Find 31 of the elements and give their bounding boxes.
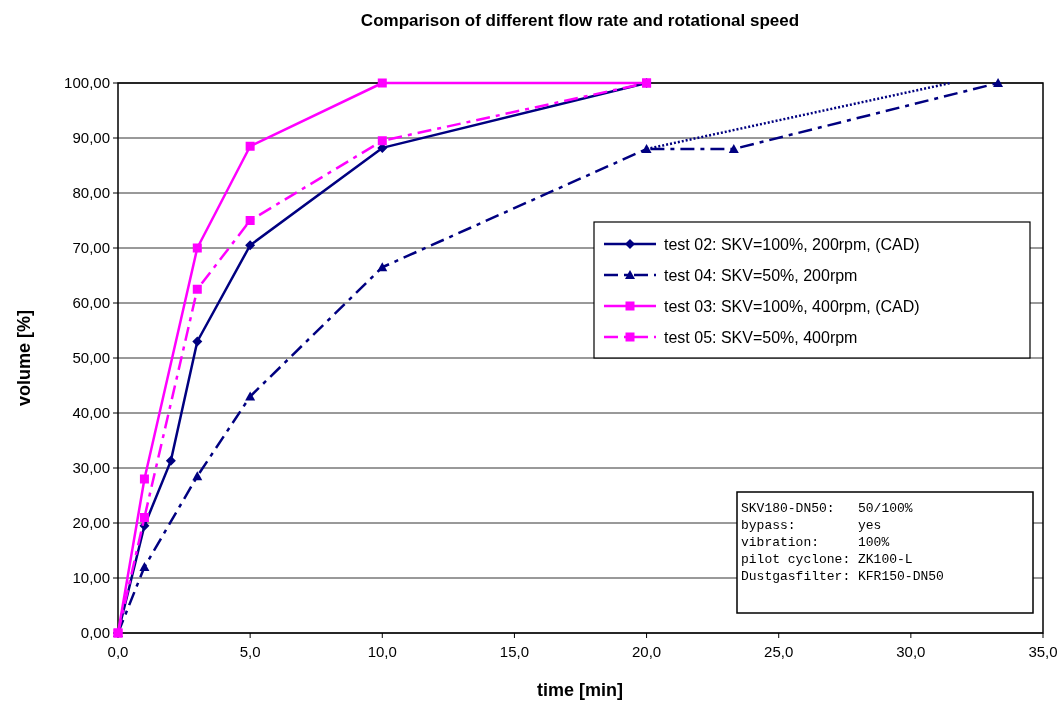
y-tick-label: 40,00 — [72, 404, 110, 422]
y-tick-label: 80,00 — [72, 184, 110, 202]
annotation: vibration: 100% — [741, 534, 890, 550]
annotation: bypass: yes — [741, 517, 882, 533]
y-tick-label: 10,00 — [72, 569, 110, 587]
x-tick-label: 30,0 — [896, 643, 926, 660]
annotation: SKV180-DN50: 50/100% — [741, 500, 913, 516]
y-tick-label: 100,00 — [64, 74, 110, 92]
x-axis-title: time [min] — [536, 680, 624, 700]
y-tick-label: 90,00 — [72, 129, 110, 147]
y-tick-label: 70,00 — [72, 239, 110, 257]
y-tick-label: 60,00 — [72, 294, 110, 312]
annotation: Dustgasfilter: KFR150-DN50 — [741, 568, 944, 584]
x-tick-label: 25,0 — [764, 643, 794, 660]
x-tick-label: 5,0 — [239, 643, 261, 660]
x-tick-label: 20,0 — [631, 643, 662, 660]
y-tick-label: 30,00 — [72, 459, 110, 477]
y-tick-label: 50,00 — [72, 349, 110, 367]
legend-label: test 02: SKV=100%, 200rpm, (CAD) — [664, 235, 920, 253]
y-tick-label: 20,00 — [72, 514, 110, 532]
x-tick-label: 0,0 — [107, 643, 129, 660]
x-tick-label: 10,0 — [367, 643, 397, 660]
legend-label: test 03: SKV=100%, 400rpm, (CAD) — [664, 297, 920, 315]
annotation: pilot cyclone: ZK100-L — [741, 551, 913, 567]
y-axis-title: volume [%] — [14, 309, 34, 407]
x-tick-label: 15,0 — [499, 643, 530, 660]
legend-label: test 04: SKV=50%, 200rpm — [664, 266, 858, 284]
y-tick-label: 0,00 — [80, 624, 110, 642]
legend-label: test 05: SKV=50%, 400rpm — [664, 328, 858, 346]
chart-title: Comparison of different flow rate and rotational speed — [360, 11, 800, 30]
x-tick-label: 35,0 — [1028, 643, 1058, 660]
